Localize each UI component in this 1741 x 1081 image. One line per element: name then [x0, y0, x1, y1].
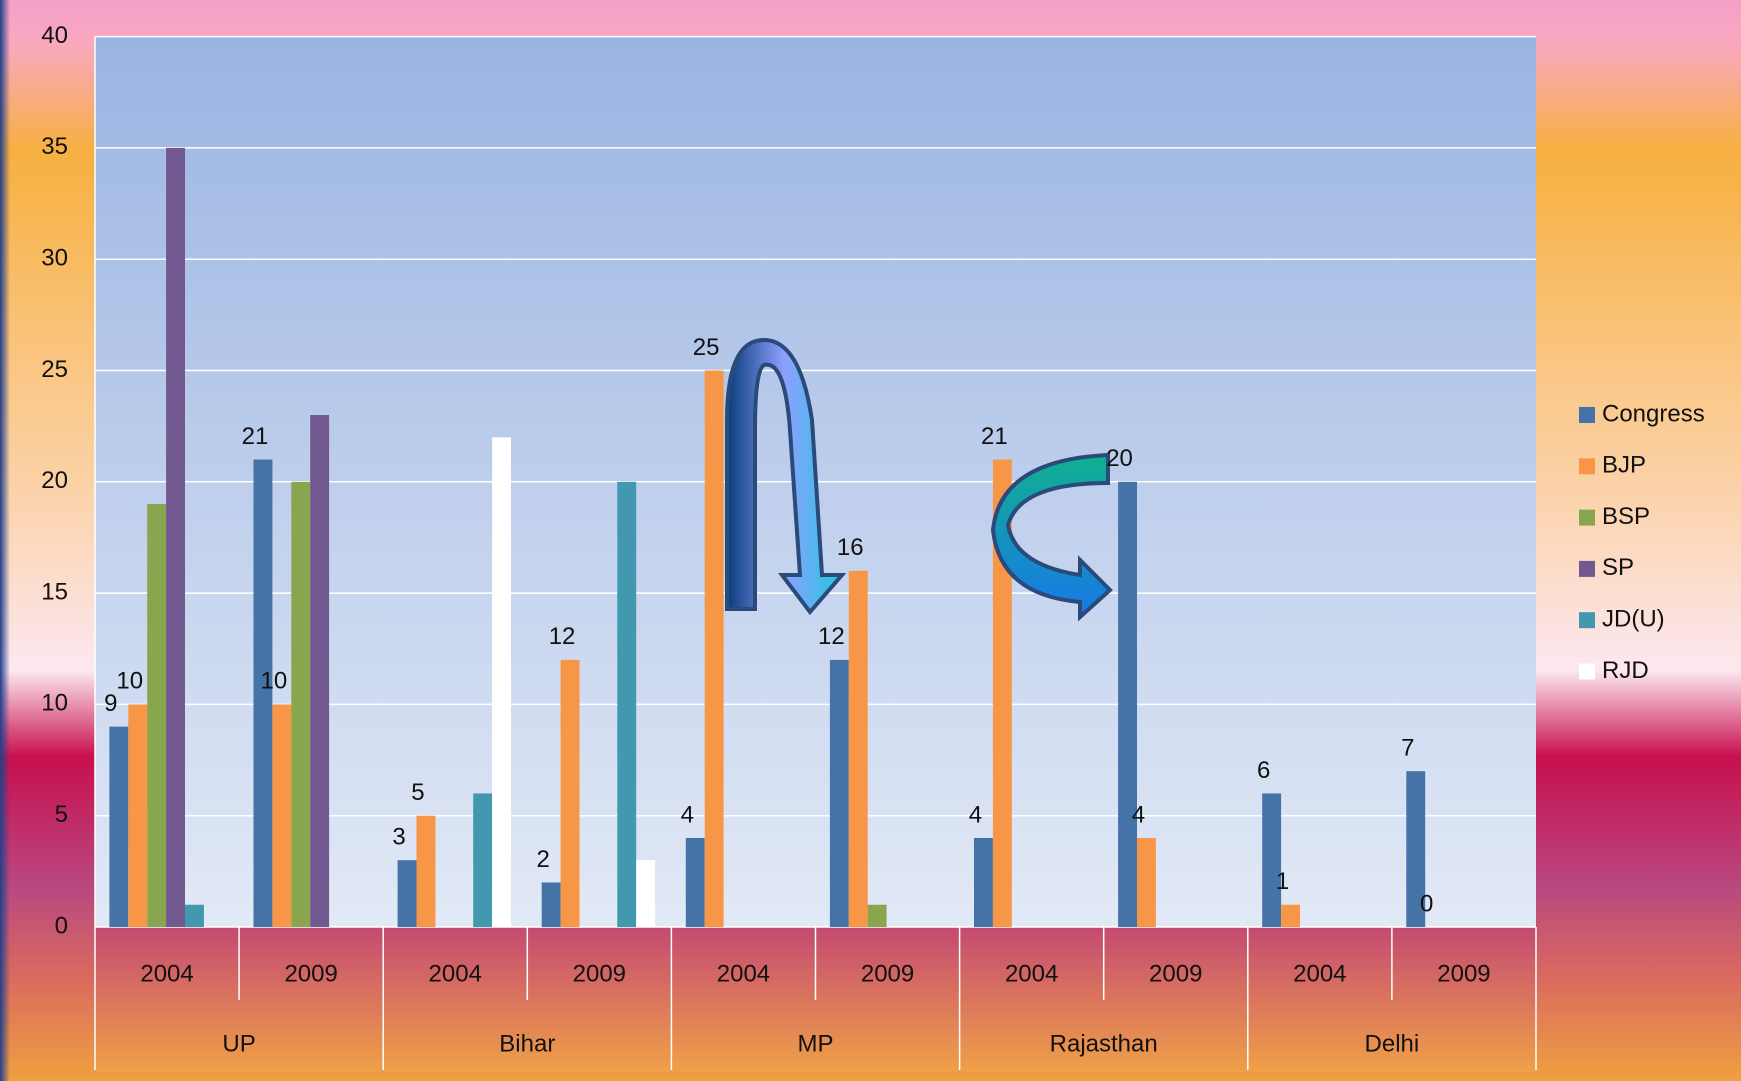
bar [109, 726, 129, 927]
legend-swatch [1579, 663, 1595, 680]
bar [128, 704, 148, 927]
legend-label: RJD [1602, 657, 1649, 684]
bar [253, 459, 273, 927]
data-label: 2 [536, 846, 549, 873]
legend: Congress BJP BSP SP JD(U) RJD [1579, 400, 1705, 684]
bar [147, 504, 167, 927]
data-label: 3 [392, 824, 405, 851]
data-label: 4 [969, 801, 982, 828]
data-label: 6 [1257, 757, 1270, 784]
data-label: 10 [116, 668, 143, 695]
bar [992, 459, 1012, 927]
legend-swatch [1579, 509, 1595, 526]
bar [867, 904, 887, 927]
bar [1262, 793, 1282, 927]
bar [416, 815, 436, 927]
x-tick-label: 2009 [1437, 960, 1490, 987]
x-tick-label: 2004 [717, 960, 770, 987]
bar [1118, 481, 1137, 927]
legend-swatch [1579, 560, 1595, 577]
y-tick-label: 15 [41, 578, 68, 605]
bar [473, 793, 493, 927]
y-tick-label: 0 [55, 912, 68, 939]
y-tick-label: 20 [41, 467, 68, 494]
bar [166, 147, 185, 927]
legend-label: BSP [1602, 503, 1650, 530]
data-label: 20 [1106, 445, 1133, 472]
bar [397, 860, 417, 927]
bar [704, 370, 724, 927]
legend-swatch [1579, 612, 1595, 629]
bar [1406, 771, 1426, 927]
data-label: 9 [104, 690, 117, 717]
x-tick-label: 2004 [1293, 960, 1346, 987]
data-label: 7 [1401, 735, 1414, 762]
x-tick-label: 2004 [1005, 960, 1058, 987]
bar [685, 837, 705, 927]
bar [974, 837, 993, 927]
legend-label: Congress [1602, 400, 1705, 427]
x-tick-label: 2004 [140, 960, 193, 987]
legend-swatch [1579, 458, 1595, 475]
data-label: 21 [242, 423, 269, 450]
data-label: 21 [981, 423, 1008, 450]
group-label: UP [222, 1030, 255, 1057]
bar [1137, 837, 1156, 927]
group-label: Bihar [499, 1030, 555, 1057]
data-label: 0 [1420, 890, 1433, 917]
y-tick-label: 10 [41, 690, 68, 717]
data-label: 16 [837, 534, 864, 561]
data-label: 1 [1276, 868, 1289, 895]
data-label: 25 [693, 334, 720, 361]
bar [492, 437, 511, 927]
bar [848, 570, 868, 927]
data-label: 12 [818, 623, 845, 650]
legend-label: JD(U) [1602, 606, 1665, 633]
group-label: MP [798, 1030, 834, 1057]
group-label: Delhi [1365, 1030, 1420, 1057]
bar [617, 481, 637, 927]
data-label: 5 [411, 779, 424, 806]
legend-label: SP [1602, 554, 1634, 581]
border [0, 0, 10, 1081]
x-tick-label: 2009 [1149, 960, 1202, 987]
data-label: 4 [1132, 801, 1145, 828]
bar [636, 860, 656, 927]
bar [310, 415, 330, 927]
arrow-decoration [990, 452, 1113, 622]
x-tick-label: 2009 [861, 960, 914, 987]
y-tick-label: 5 [55, 801, 68, 828]
x-tick-label: 2009 [284, 960, 337, 987]
bar [291, 481, 311, 927]
x-tick-label: 2004 [429, 960, 482, 987]
data-label: 10 [260, 668, 287, 695]
bar [185, 904, 204, 927]
bar [541, 882, 561, 927]
bar [1281, 904, 1300, 927]
data-label: 12 [549, 623, 576, 650]
arrow-decoration [725, 337, 847, 616]
x-tick-label: 2009 [573, 960, 626, 987]
group-label: Rajasthan [1050, 1030, 1158, 1057]
bar [829, 659, 849, 927]
bar [272, 704, 292, 927]
legend-label: BJP [1602, 452, 1646, 479]
y-tick-label: 35 [41, 133, 68, 160]
y-tick-label: 40 [41, 22, 68, 49]
legend-swatch [1579, 407, 1595, 423]
y-tick-label: 25 [41, 356, 68, 383]
y-tick-label: 30 [41, 245, 68, 272]
bars [109, 147, 1426, 927]
data-label: 4 [681, 801, 694, 828]
bar [560, 659, 580, 927]
